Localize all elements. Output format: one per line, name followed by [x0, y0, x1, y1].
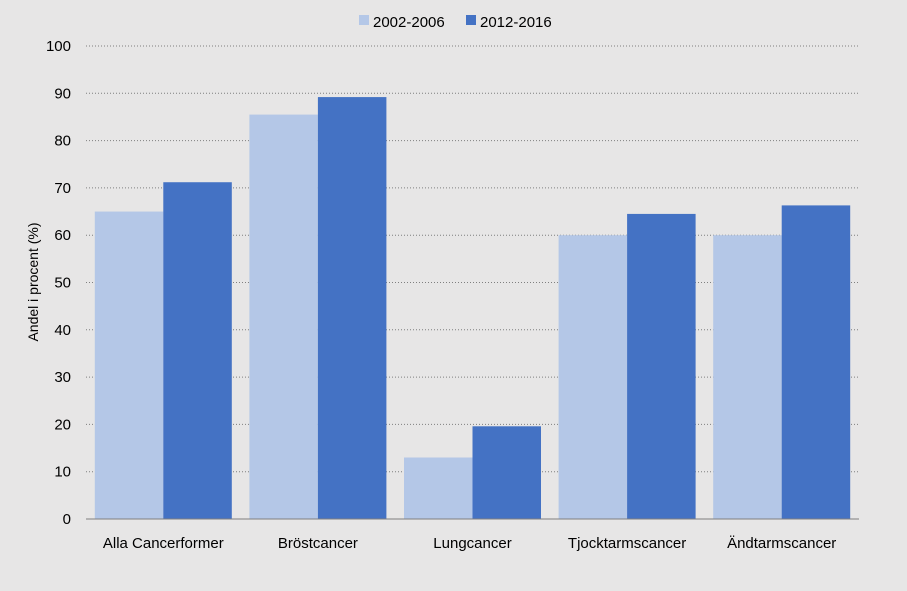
y-tick-label: 10 [54, 464, 71, 481]
y-tick-label: 20 [54, 416, 71, 433]
x-tick-label: Ändtarmscancer [727, 535, 836, 552]
y-tick-label: 90 [54, 85, 71, 102]
y-tick-label: 40 [54, 322, 71, 339]
bar-2-1 [163, 182, 232, 519]
bar-2-2 [317, 97, 387, 520]
legend-swatch-series-2 [466, 15, 476, 25]
y-tick-label: 100 [46, 38, 71, 55]
x-tick-label: Alla Cancerformer [103, 535, 224, 552]
bar-2-3 [472, 426, 541, 519]
x-tick-labels: Alla Cancerformer Bröstcancer Lungcancer Tj… [103, 535, 836, 552]
bar-1-2 [249, 114, 318, 520]
legend: 2002-2006 2012-2016 [359, 14, 552, 31]
y-tick-label: 80 [54, 133, 71, 150]
y-axis-label: Andel i procent (%) [25, 222, 41, 341]
bar-1-4 [558, 235, 628, 519]
bar-1-3 [404, 457, 473, 519]
bar-2-5 [781, 205, 851, 519]
bar-1-1 [94, 211, 164, 520]
bars [94, 97, 851, 520]
y-tick-label: 60 [54, 227, 71, 244]
y-tick-label: 50 [54, 275, 71, 292]
x-tick-label: Lungcancer [433, 535, 511, 552]
legend-label-series-2: 2012-2016 [480, 14, 552, 31]
y-tick-label: 70 [54, 180, 71, 197]
bar-2-4 [627, 213, 696, 520]
legend-label-series-1: 2002-2006 [373, 14, 445, 31]
y-tick-label: 30 [54, 369, 71, 386]
legend-swatch-series-1 [359, 15, 369, 25]
bar-1-5 [713, 235, 782, 519]
x-tick-label: Tjocktarmscancer [568, 535, 686, 552]
y-tick-labels: 0 10 20 30 40 50 60 70 80 90 100 [46, 38, 71, 528]
y-tick-label: 0 [63, 511, 71, 528]
x-tick-label: Bröstcancer [278, 535, 358, 552]
